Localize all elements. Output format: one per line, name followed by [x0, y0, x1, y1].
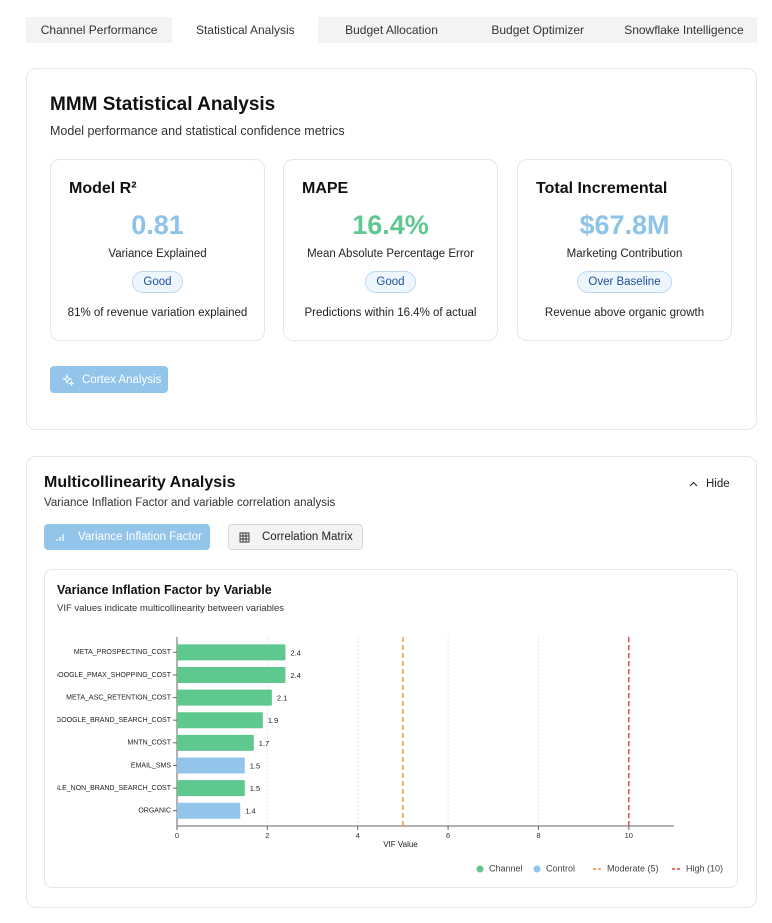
data-label: 1.7: [259, 739, 269, 748]
x-axis-label: VIF Value: [383, 840, 418, 849]
data-label: 2.4: [290, 671, 300, 680]
metric-badge: Over Baseline: [577, 271, 672, 293]
metric-note: Revenue above organic growth: [544, 307, 705, 319]
y-tick-label: META_ASC_RETENTION_COST: [66, 694, 172, 701]
chart-card: [44, 569, 738, 888]
hide-toggle[interactable]: Hide: [689, 478, 730, 490]
data-label: 1.9: [268, 716, 278, 725]
legend-label: Moderate (5): [607, 863, 659, 873]
metric-note: Predictions within 16.4% of actual: [304, 307, 477, 319]
metric-name: Total Incremental: [536, 180, 668, 197]
metric-badge: Good: [132, 271, 183, 293]
metric-badge: Good: [365, 271, 416, 293]
bar: [177, 666, 286, 683]
metric-label: Marketing Contribution: [566, 248, 683, 260]
data-label: 1.5: [250, 784, 260, 793]
chevron-icon: [689, 481, 698, 487]
view-button[interactable]: Variance Inflation Factor: [44, 524, 210, 550]
cortex-button[interactable]: Cortex Analysis: [50, 366, 168, 393]
metric-note: 81% of revenue variation explained: [67, 307, 248, 319]
legend-marker: [533, 865, 541, 873]
y-tick-label: ORGANIC: [138, 808, 171, 815]
bar: [177, 644, 286, 661]
metric-name: MAPE: [302, 180, 349, 197]
button-label: Correlation Matrix: [262, 531, 353, 543]
button-label: Cortex Analysis: [82, 373, 162, 386]
metric-card: Model R² 0.81 Variance Explained Good 81…: [50, 159, 265, 341]
legend-label: Control: [546, 863, 575, 873]
data-label: 1.4: [245, 807, 255, 816]
data-label: 2.1: [277, 694, 287, 703]
legend-label: High (10): [686, 863, 723, 873]
toggle-label: Hide: [706, 478, 730, 490]
button-label: Variance Inflation Factor: [78, 531, 202, 543]
tab[interactable]: Statistical Analysis: [172, 17, 319, 43]
metric-name: Model R²: [69, 180, 137, 197]
grid-icon: [239, 532, 250, 542]
metric-label: Variance Explained: [108, 248, 207, 260]
bar: [177, 802, 241, 819]
data-label: 2.4: [290, 648, 300, 657]
chart-subtitle: VIF values indicate multicollinearity be…: [57, 603, 285, 614]
bar-icon: [56, 533, 64, 541]
view-button[interactable]: Correlation Matrix: [228, 524, 363, 550]
x-tick-label: 0: [175, 831, 179, 840]
x-tick-label: 8: [536, 831, 540, 840]
y-tick-label: EMAIL_SMS: [131, 762, 171, 769]
tab-bar: Channel Performance Statistical Analysis…: [26, 17, 757, 43]
sparkle-icon: [62, 373, 74, 386]
section-subtitle: Model performance and statistical confid…: [50, 124, 345, 138]
bar: [177, 689, 272, 706]
metric-value: $67.8M: [579, 210, 670, 240]
section-subtitle: Variance Inflation Factor and variable c…: [44, 497, 336, 509]
y-tick-label: META_PROSPECTING_COST: [74, 649, 172, 656]
legend-label: Channel: [489, 863, 523, 873]
bar: [177, 734, 254, 751]
metric-value: 0.81: [131, 210, 184, 240]
legend-marker: [476, 865, 484, 873]
y-tick-label: GOOGLE_NON_BRAND_SEARCH_COST: [36, 785, 171, 792]
y-tick-label: MNTN_COST: [127, 740, 171, 747]
x-tick-label: 6: [446, 831, 450, 840]
chart-title: Variance Inflation Factor by Variable: [57, 583, 272, 597]
metric-card: Total Incremental $67.8M Marketing Contr…: [517, 159, 732, 341]
x-tick-label: 2: [265, 831, 269, 840]
y-tick-label: GOOGLE_BRAND_SEARCH_COST: [56, 717, 172, 724]
bar: [177, 712, 263, 729]
metric-card: MAPE 16.4% Mean Absolute Percentage Erro…: [283, 159, 498, 341]
tab[interactable]: Budget Allocation: [345, 23, 438, 37]
data-label: 1.5: [250, 761, 260, 770]
tab[interactable]: Snowflake Intelligence: [624, 23, 744, 37]
tab[interactable]: Budget Optimizer: [491, 23, 585, 37]
metric-label: Mean Absolute Percentage Error: [307, 248, 474, 260]
bar: [177, 757, 245, 774]
y-tick-label: GOOGLE_PMAX_SHOPPING_COST: [53, 672, 172, 679]
x-tick-label: 4: [356, 831, 360, 840]
section-title: MMM Statistical Analysis: [50, 94, 276, 115]
bar: [177, 780, 245, 797]
x-tick-label: 10: [625, 831, 633, 840]
section-title: Multicollinearity Analysis: [44, 474, 236, 491]
metric-value: 16.4%: [352, 210, 429, 240]
tab[interactable]: Channel Performance: [40, 23, 158, 37]
